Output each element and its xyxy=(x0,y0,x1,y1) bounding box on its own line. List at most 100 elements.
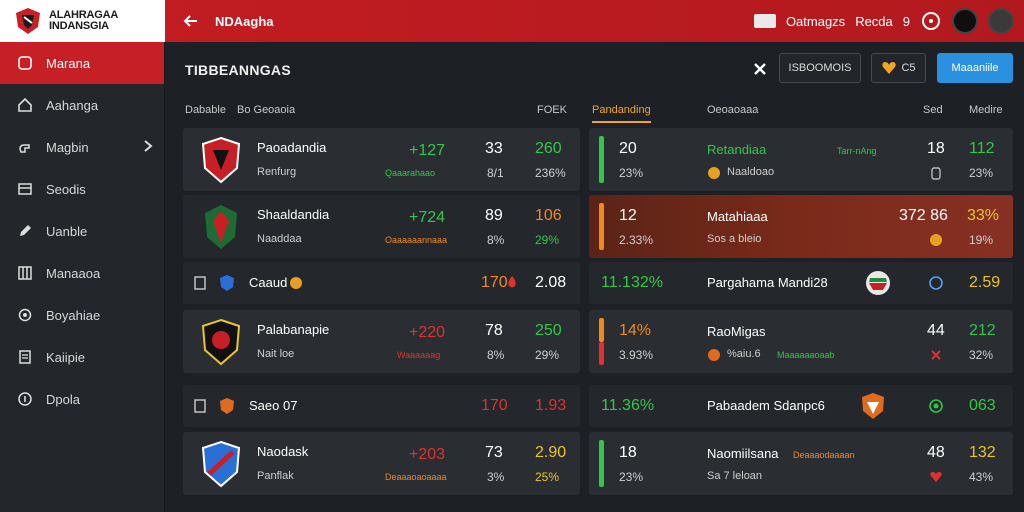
info-icon xyxy=(16,390,34,408)
sidebar-item-aahanga[interactable]: Aahanga xyxy=(0,84,164,126)
sidebar-item-label: Marana xyxy=(46,55,91,71)
stat-value: 73 xyxy=(485,444,503,461)
team-name: Retandiaa xyxy=(707,142,767,157)
right-header-col4: Medire xyxy=(969,104,1003,116)
score-value: 33% xyxy=(967,207,1000,224)
close-icon[interactable] xyxy=(749,58,771,80)
stat-sub: 3% xyxy=(487,470,505,484)
stat-value: 78 xyxy=(485,322,503,339)
sidebar-item-boyahiae[interactable]: Boyahiae xyxy=(0,294,164,336)
team-name: Paoadandia xyxy=(257,140,327,155)
sidebar-item-uanble[interactable]: Uanble xyxy=(0,210,164,252)
table-row[interactable]: 18 23% Naomiilsana Sa 7 leloan Deaaaodaa… xyxy=(589,432,1013,495)
sidebar-item-seodis[interactable]: Seodis xyxy=(0,168,164,210)
odd-value: 170 xyxy=(481,274,508,291)
team-crest-icon xyxy=(201,136,241,184)
team-name: Matahiaaa xyxy=(707,209,768,224)
team-badge-icon xyxy=(866,271,890,295)
team-name: Pabaadem Sdanpc6 xyxy=(707,398,825,413)
stat-value: 89 xyxy=(485,207,503,224)
odd-tag: Maaaaaaoaab xyxy=(777,350,835,360)
stat-sub: 8% xyxy=(487,348,505,362)
coin-icon xyxy=(708,167,720,179)
brand-logo-area[interactable]: ALAHRAGAA INDANSGIA xyxy=(0,0,165,42)
table-row-compact[interactable]: Saeo 07 170 1.93 xyxy=(183,385,580,427)
close-small-icon xyxy=(931,350,941,360)
table-row-compact[interactable]: 11.36% Pabaadem Sdanpc6 063 xyxy=(589,385,1013,427)
header-right: Oatmagzs Recda 9 xyxy=(753,0,1014,42)
card-icon[interactable] xyxy=(753,14,776,28)
primary-action-button[interactable]: Maaaniile xyxy=(937,53,1013,83)
table-row[interactable]: Palabanapie Nait loe +220 Waaaaaag 78 8%… xyxy=(183,310,580,373)
odd-value: 48 xyxy=(927,444,945,461)
table-row[interactable]: Naodask Panflak +203 Deaaaoaoaaaa 73 3% … xyxy=(183,432,580,495)
table-row-highlighted[interactable]: 12 2.33% Matahiaaa Sos a bleio 372 86 33… xyxy=(589,195,1013,258)
table-row[interactable]: Paoadandia Renfurg +127 Qaaarahaao 33 8/… xyxy=(183,128,580,191)
score-value: 112 xyxy=(969,140,995,157)
team-name: Palabanapie xyxy=(257,322,330,337)
avatar[interactable] xyxy=(952,8,978,34)
table-row[interactable]: 14% 3.93% RaoMigas %aiu.6 Maaaaaaoaab 44… xyxy=(589,310,1013,373)
left-header-col2: Bo Geoaoia xyxy=(237,104,296,116)
main-content: TIBBEANNGAS ISBOOMOIS C5 Maaaniile Dabab… xyxy=(165,42,1024,512)
sidebar-item-label: Dpola xyxy=(46,391,80,407)
sidebar-item-label: Uanble xyxy=(46,223,88,239)
stat-value: 33 xyxy=(485,140,503,157)
score-value: 250 xyxy=(535,322,562,339)
back-arrow-icon[interactable] xyxy=(181,11,201,31)
sidebar-item-manaaoa[interactable]: Manaaoa xyxy=(0,252,164,294)
team-subtitle: Sa 7 leloan xyxy=(707,470,763,482)
score-value: 063 xyxy=(969,397,996,414)
stat-sub: 8% xyxy=(487,233,505,247)
brand-line-2: INDANSGIA xyxy=(49,20,109,32)
score-percent: 29% xyxy=(535,233,560,247)
table-row[interactable]: 20 23% Retandiaa Naaldoao Tarr-nAng 18 1… xyxy=(589,128,1013,191)
odd-value: 170 xyxy=(481,397,508,414)
team-subtitle: Renfurg xyxy=(257,166,297,178)
doc-icon xyxy=(16,348,34,366)
odd-tag: Waaaaaag xyxy=(397,350,441,360)
sidebar-item-kaiipie[interactable]: Kaiipie xyxy=(0,336,164,378)
stat-percent: 3.93% xyxy=(619,348,654,362)
team-name: Saeo 07 xyxy=(249,398,298,413)
sidebar-item-marana[interactable]: Marana xyxy=(0,42,164,84)
score-percent: 32% xyxy=(969,348,994,362)
team-name: Caaud xyxy=(249,275,288,290)
heart-icon xyxy=(930,472,942,482)
sidebar-item-magbin[interactable]: Magbin xyxy=(0,126,164,168)
avatar-secondary[interactable] xyxy=(988,8,1014,34)
score-percent: 19% xyxy=(969,233,994,247)
table-row-compact[interactable]: Caaud 170 2.08 xyxy=(183,262,580,304)
heart-icon xyxy=(882,62,897,74)
coin-icon xyxy=(708,349,720,361)
sidebar: Marana Aahanga Magbin Seodis Uanble Mana… xyxy=(0,42,165,512)
favorite-button[interactable]: C5 xyxy=(871,53,926,83)
right-header-col2: Oeoaoaaa xyxy=(707,104,759,116)
header-user-name-2[interactable]: Recda xyxy=(855,13,893,29)
stat-percent: 2.33% xyxy=(619,233,654,247)
score-percent: 23% xyxy=(969,166,994,180)
stat-value: 11.36% xyxy=(601,397,655,414)
coin-icon xyxy=(290,277,302,289)
team-crest-icon xyxy=(205,205,237,249)
sidebar-item-dpola[interactable]: Dpola xyxy=(0,378,164,420)
odd-tag: Qaaarahaao xyxy=(385,168,436,178)
score-value: 132 xyxy=(969,444,996,461)
page-title: TIBBEANNGAS xyxy=(185,62,291,78)
help-icon[interactable] xyxy=(920,10,942,32)
sidebar-item-label: Boyahiae xyxy=(46,307,101,323)
table-row-compact[interactable]: 11.132% Pargahama Mandi28 2.59 xyxy=(589,262,1013,304)
tab-pandanding[interactable]: Pandanding xyxy=(592,104,651,123)
header-user-name[interactable]: Oatmagzs xyxy=(785,13,846,29)
stat-percent: 23% xyxy=(619,166,644,180)
header-title: NDAagha xyxy=(215,13,274,29)
sidebar-item-label: Seodis xyxy=(46,181,86,197)
odd-value: +203 xyxy=(409,446,446,463)
team-subtitle: Naaldoao xyxy=(727,166,775,178)
table-row[interactable]: Shaaldandia Naaddaa +724 Oaaaaaannaaa 89… xyxy=(183,195,580,258)
odd-tag: Oaaaaaannaaa xyxy=(385,235,448,245)
grid-icon xyxy=(16,264,34,282)
filter-button[interactable]: ISBOOMOIS xyxy=(779,53,861,83)
team-subtitle: Sos a bleio xyxy=(707,233,762,245)
